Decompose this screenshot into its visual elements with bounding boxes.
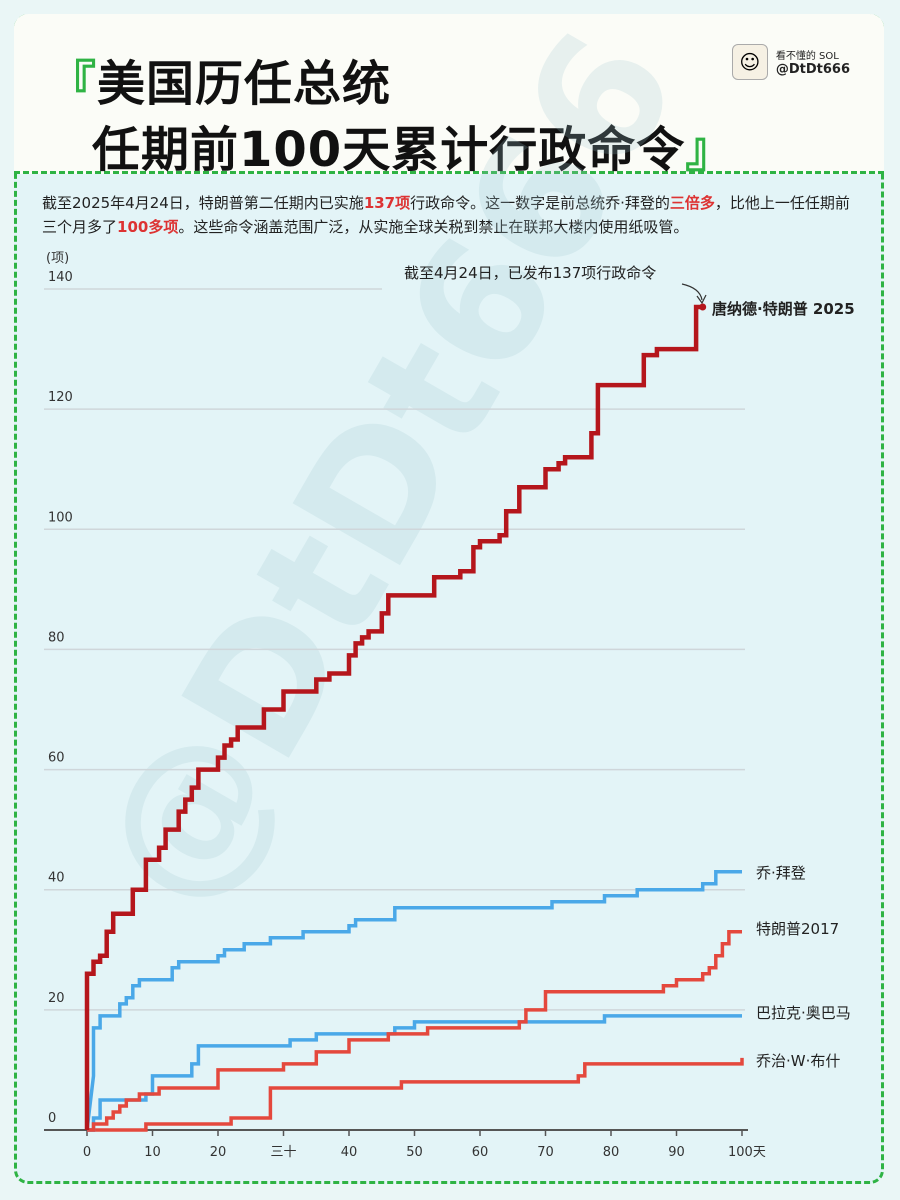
- y-tick-label: 120: [48, 390, 73, 405]
- series-line: [87, 930, 742, 1132]
- x-tick-label: 10: [144, 1145, 161, 1160]
- y-tick-label: 100: [48, 510, 73, 525]
- desc-highlight-1: 137项: [363, 194, 411, 212]
- title-line-2: 任期前100天累计行政命令』: [92, 110, 734, 180]
- title-line-1: 『美国历任总统: [48, 44, 391, 114]
- title-text-1: 美国历任总统: [97, 56, 392, 112]
- y-tick-label: 60: [48, 751, 65, 766]
- annotation-text: 截至4月24日，已发布137项行政命令: [404, 264, 656, 282]
- y-tick-label: 40: [48, 871, 65, 886]
- series-line: [85, 869, 742, 1131]
- desc-part-2: 行政命令。这一数字是前总统乔·拜登的: [410, 194, 670, 212]
- y-tick-label: 20: [48, 991, 65, 1006]
- x-tick-label: 100天: [728, 1145, 766, 1160]
- desc-highlight-2: 三倍多: [669, 194, 715, 212]
- x-tick-label: 50: [406, 1145, 423, 1160]
- author-badge: ☺ 看不懂的 SOL @DtDt666: [731, 44, 850, 80]
- title-text-2: 任期前100天累计行政命令: [92, 122, 686, 178]
- series-label: 乔治·W·布什: [756, 1052, 840, 1070]
- annotation-arrowhead: [696, 294, 707, 305]
- x-tick-label: 40: [341, 1145, 358, 1160]
- annotation-arrow: [681, 283, 703, 301]
- x-tick-label: 0: [83, 1145, 91, 1160]
- x-tick-label: 80: [603, 1145, 620, 1160]
- page-frame: [14, 14, 884, 1184]
- y-axis-unit: (项): [46, 251, 69, 266]
- series-label: 乔·拜登: [756, 864, 806, 882]
- series-label: 唐纳德·特朗普 2025: [712, 300, 855, 318]
- description: 截至2025年4月24日，特朗普第二任期内已实施137项行政命令。这一数字是前总…: [42, 191, 862, 239]
- y-tick-label: 80: [48, 630, 65, 645]
- x-tick-label: 70: [537, 1145, 554, 1160]
- y-tick-label: 140: [48, 270, 73, 285]
- x-tick-label: 20: [210, 1145, 227, 1160]
- author-text: 看不懂的 SOL @DtDt666: [776, 47, 850, 77]
- author-handle: @DtDt666: [775, 62, 850, 77]
- desc-part-3: ，比他上一任任期前三个月多了: [42, 194, 850, 236]
- x-tick-label: 60: [472, 1145, 489, 1160]
- avatar: ☺: [731, 44, 768, 80]
- open-bracket: 『: [48, 56, 98, 112]
- y-tick-label: 0: [48, 1111, 56, 1126]
- header: 『美国历任总统 任期前100天累计行政命令』 ☺ 看不懂的 SOL @DtDt6…: [14, 14, 884, 178]
- series-line: [84, 304, 703, 1130]
- series-end-point: [699, 303, 707, 311]
- desc-part-4: 。这些命令涵盖范围广泛，从实施全球关税到禁止在联邦大楼内使用纸吸管。: [178, 218, 689, 236]
- author-name: 看不懂的 SOL: [775, 51, 839, 62]
- series-line: [87, 1057, 744, 1132]
- series-label: 巴拉克·奥巴马: [756, 1004, 851, 1022]
- series-line: [87, 1014, 742, 1132]
- desc-part-1: 截至2025年4月24日，特朗普第二任期内已实施: [42, 194, 364, 212]
- x-tick-label: 90: [668, 1145, 685, 1160]
- desc-highlight-3: 100多项: [117, 218, 179, 236]
- x-tick-label: 三十: [270, 1145, 296, 1160]
- series-label: 特朗普2017: [756, 920, 839, 938]
- close-bracket: 』: [685, 122, 735, 178]
